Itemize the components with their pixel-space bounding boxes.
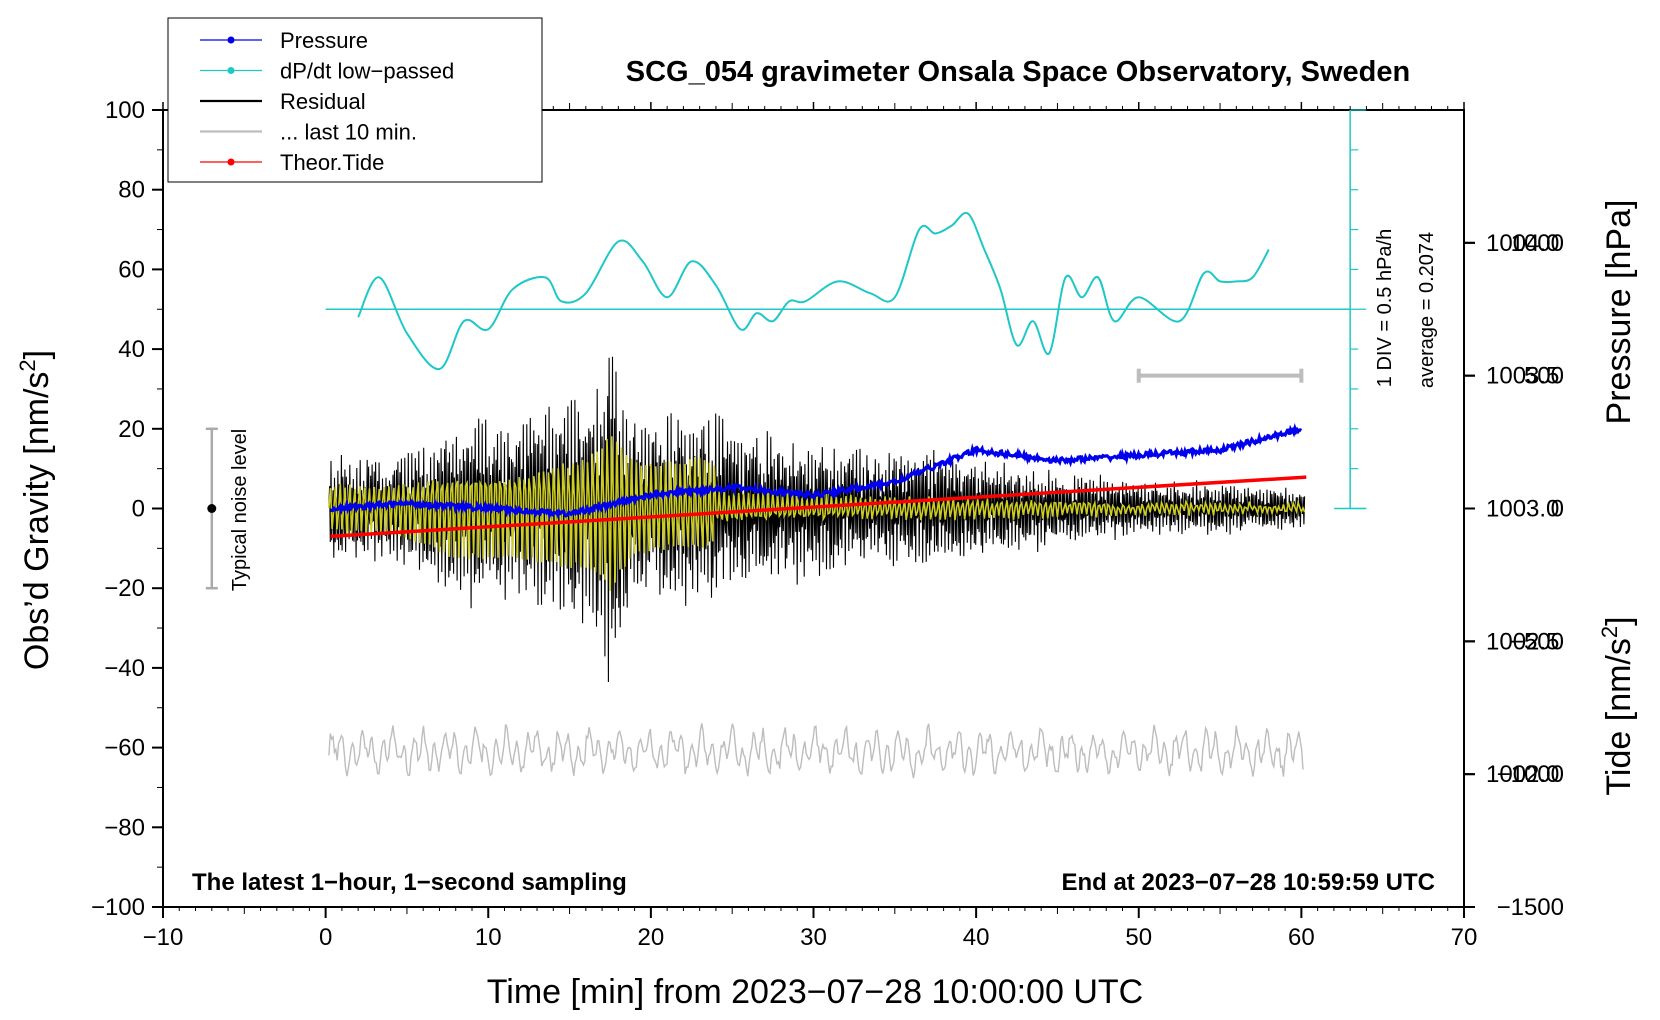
x-tick-label: 70 xyxy=(1451,924,1478,951)
y-pressure-tick-label: 1004.0 xyxy=(1486,230,1559,257)
y-left-tick-label: 60 xyxy=(118,256,145,283)
data-series-layer xyxy=(205,109,1367,779)
x-tick-label: −10 xyxy=(143,924,184,951)
noise-level-center xyxy=(207,504,217,513)
legend-label: ... last 10 min. xyxy=(280,120,417,145)
y-axis-title-tide-sup: 2 xyxy=(1597,626,1622,638)
y-axis-title-tide: Tide [nm/s2] xyxy=(1597,616,1638,795)
dpdt-line xyxy=(357,211,1270,371)
div-scale-label: 1 DIV = 0.5 hPa/h xyxy=(1374,229,1396,387)
x-tick-label: 30 xyxy=(800,924,827,951)
average-label: average = 0.2074 xyxy=(1416,232,1438,388)
y-pressure-tick-label: 1002.0 xyxy=(1486,761,1559,788)
legend-marker xyxy=(227,158,235,166)
y-left-tick-label: −80 xyxy=(104,814,145,841)
x-tick-label: 10 xyxy=(475,924,502,951)
y-tide-tick-label: −1000 xyxy=(1497,761,1564,788)
y-left-tick-label: −40 xyxy=(104,655,145,682)
y-left-tick-label: 40 xyxy=(118,336,145,363)
y-axis-title-tide-main: Tide [nm/s xyxy=(1600,638,1638,795)
y-left-tick-label: 80 xyxy=(118,177,145,204)
y-axis-title-tide-end: ] xyxy=(1600,616,1638,625)
y-axis-title-pressure: Pressure [hPa] xyxy=(1600,200,1638,425)
x-tick-label: 60 xyxy=(1288,924,1315,951)
x-tick-label: 50 xyxy=(1125,924,1152,951)
legend: Pressure dP/dt low−passed Residual ... last… xyxy=(167,17,543,183)
x-tick-label: 40 xyxy=(963,924,990,951)
x-axis-title: Time [min] from 2023−07−28 10:00:00 UTC xyxy=(487,973,1143,1011)
y-left-tick-label: −60 xyxy=(104,735,145,762)
tide-line xyxy=(330,475,1307,539)
smoothed-residual-line xyxy=(328,436,1306,591)
plot-area xyxy=(162,109,1465,908)
legend-label: dP/dt low−passed xyxy=(280,59,454,84)
x-tick-label: 20 xyxy=(638,924,665,951)
y-pressure-tick-label: 1003.0 xyxy=(1486,496,1559,523)
y-axis-title-left-end: ] xyxy=(18,350,56,359)
y-left-tick-label: 0 xyxy=(132,496,145,523)
y-tide-tick-label: 500 xyxy=(1524,363,1564,390)
noise-level-label: Typical noise level xyxy=(229,429,251,591)
footer-left: The latest 1−hour, 1−second sampling xyxy=(192,869,627,896)
axes-layer: −10 0 10 20 30 40 50 60 70100806040200−20−40−60−… xyxy=(91,97,1564,951)
pressure-line xyxy=(330,422,1303,521)
last-10-min-line xyxy=(328,723,1304,779)
y-pressure-tick-label: 1003.5 xyxy=(1486,363,1559,390)
legend-marker xyxy=(227,67,235,74)
legend-label: Theor.Tide xyxy=(280,150,384,175)
y-left-tick-label: 20 xyxy=(118,416,145,443)
y-tide-tick-label: 1000 xyxy=(1511,230,1564,257)
legend-marker xyxy=(227,36,235,44)
y-axis-title-left: Obs’d Gravity [nm/s2] xyxy=(15,350,56,670)
chart-title: SCG_054 gravimeter Onsala Space Observat… xyxy=(626,56,1410,88)
legend-label: Pressure xyxy=(280,28,368,53)
y-left-tick-label: 100 xyxy=(105,97,145,124)
residual-line xyxy=(328,356,1306,683)
legend-label: Residual xyxy=(280,89,366,114)
y-tide-tick-label: −500 xyxy=(1510,628,1564,655)
y-left-tick-label: −100 xyxy=(91,894,145,921)
x-tick-label: 0 xyxy=(319,924,332,951)
y-axis-title-left-sup: 2 xyxy=(15,359,40,371)
y-axis-title-left-main: Obs’d Gravity [nm/s xyxy=(18,372,56,671)
footer-right: End at 2023−07−28 10:59:59 UTC xyxy=(1061,869,1435,896)
y-pressure-tick-label: 1002.5 xyxy=(1486,628,1559,655)
y-tide-tick-label: 0 xyxy=(1551,496,1564,523)
y-left-tick-label: −20 xyxy=(104,575,145,602)
y-tide-tick-label: −1500 xyxy=(1497,894,1564,921)
